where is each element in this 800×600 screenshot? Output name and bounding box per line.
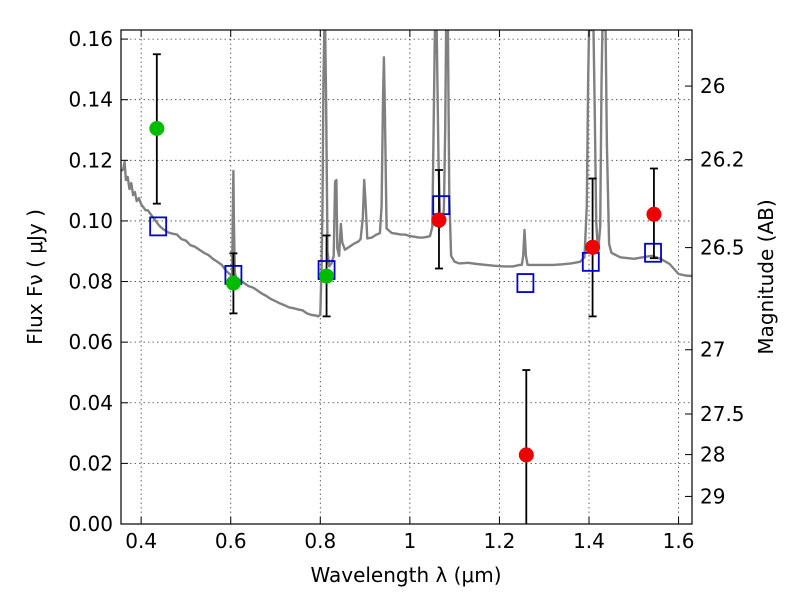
x-tick-label: 0.8 bbox=[304, 529, 336, 553]
right-y-axis-ticks: 26 26.2 26.5 27 27.5 28 29 bbox=[685, 74, 745, 508]
plot-frame bbox=[120, 29, 693, 525]
y-tick-label: 0.08 bbox=[68, 270, 113, 294]
right-y-tick-label: 29 bbox=[700, 484, 725, 508]
x-axis-label: Wavelength λ (μm) bbox=[310, 563, 501, 587]
y-tick-label: 0.12 bbox=[68, 148, 113, 172]
x-tick-label: 1.6 bbox=[663, 529, 695, 553]
model-photometry-square bbox=[516, 273, 535, 293]
x-tick-label: 1 bbox=[403, 529, 416, 553]
y-tick-label: 0.06 bbox=[68, 330, 113, 354]
y-tick-label: 0.04 bbox=[68, 391, 113, 415]
right-y-tick-label: 26.5 bbox=[700, 236, 745, 260]
y-axis-ticks: 0.00 0.02 0.04 0.06 0.08 0.10 0.12 0.14 0.16 bbox=[68, 27, 128, 536]
green-data-point bbox=[149, 120, 165, 136]
y-tick-label: 0.14 bbox=[68, 88, 113, 112]
right-y-tick-label: 28 bbox=[700, 443, 725, 467]
x-axis-ticks: 0.4 0.6 0.8 1 1.2 1.4 1.6 bbox=[125, 30, 694, 553]
red-data-point bbox=[585, 239, 601, 255]
red-data-point bbox=[431, 212, 447, 228]
red-data-point bbox=[518, 447, 534, 463]
right-y-tick-label: 26 bbox=[700, 74, 725, 98]
model-photometry-square bbox=[644, 242, 662, 263]
x-tick-label: 1.4 bbox=[573, 529, 605, 553]
green-data-point bbox=[319, 268, 335, 284]
y-tick-label: 0.02 bbox=[68, 451, 113, 475]
x-tick-label: 0.4 bbox=[125, 529, 157, 553]
x-tick-label: 1.2 bbox=[484, 529, 516, 553]
y-axis-label: Flux Fν ( μJy ) bbox=[23, 209, 47, 345]
y-tick-label: 0.00 bbox=[68, 512, 113, 536]
right-y-tick-label: 27 bbox=[700, 338, 725, 362]
marker-layer bbox=[149, 120, 662, 463]
red-data-point bbox=[646, 206, 662, 222]
x-tick-label: 0.6 bbox=[215, 529, 247, 553]
right-y-axis-label: Magnitude (AB) bbox=[754, 199, 778, 354]
right-y-tick-label: 26.2 bbox=[700, 148, 745, 172]
model-spectrum-line bbox=[121, 30, 692, 318]
right-y-tick-label: 27.5 bbox=[700, 402, 745, 426]
y-tick-label: 0.10 bbox=[68, 209, 113, 233]
model-photometry-square bbox=[149, 216, 168, 237]
green-data-point bbox=[225, 275, 241, 291]
y-tick-label: 0.16 bbox=[68, 27, 113, 51]
y-grid bbox=[121, 38, 692, 464]
model-spectrum-layer bbox=[121, 30, 692, 318]
